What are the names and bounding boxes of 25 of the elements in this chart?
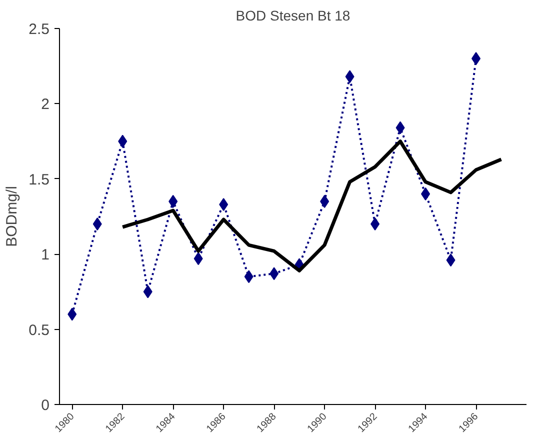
point (446, 254, 456, 267)
point (143, 285, 152, 298)
point (320, 194, 330, 208)
line-series (120, 140, 504, 272)
point (396, 121, 405, 134)
point (219, 198, 228, 211)
chart-title: BOD Stesen Bt 18 (236, 8, 350, 24)
point (168, 194, 178, 208)
y-tick-label: 0.5 (28, 322, 50, 339)
point (370, 218, 380, 231)
point (118, 134, 128, 148)
point (68, 308, 77, 321)
point (345, 70, 354, 84)
point (194, 252, 203, 266)
point (421, 187, 430, 200)
y-tick-label: 2.5 (28, 21, 50, 38)
point (270, 267, 279, 280)
y-tick-label: 0 (41, 397, 50, 414)
y-tick-label: 2 (41, 96, 50, 114)
y-tick-label: 1 (41, 246, 50, 264)
y-tick-label: 1.5 (28, 171, 50, 188)
y-axis-title: BODmg/l (4, 186, 21, 247)
point (472, 52, 481, 66)
point (92, 218, 102, 231)
point (244, 270, 254, 284)
